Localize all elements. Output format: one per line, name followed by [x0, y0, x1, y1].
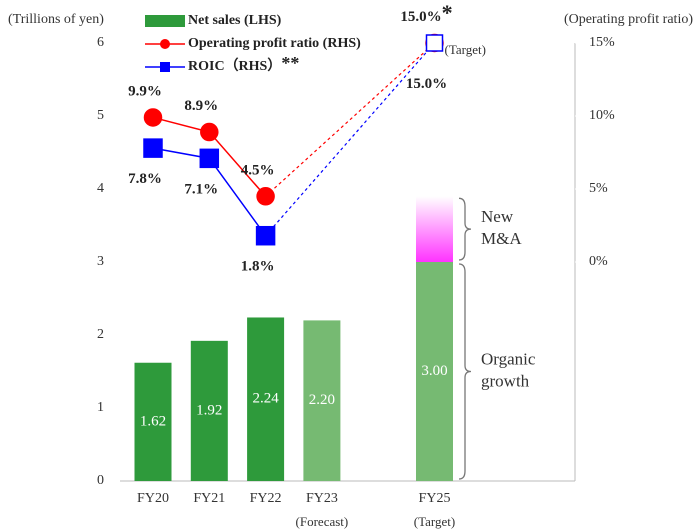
point-note: (Target)	[445, 42, 486, 57]
legend-marker	[160, 62, 170, 72]
bar	[416, 262, 453, 481]
marker	[425, 34, 444, 52]
line-value-label: 4.5%	[241, 163, 275, 179]
value-label-text: 8.9%	[184, 98, 218, 114]
value-label-text: 4.5%	[241, 163, 275, 179]
y2-axis-label: (Operating profit ratio)	[564, 12, 693, 27]
legend-mark: **	[281, 53, 299, 73]
bar-value-label: 1.62	[140, 413, 166, 429]
value-label-text: 7.1%	[184, 182, 218, 198]
legend-text: Net sales (LHS)	[188, 13, 282, 28]
y-tick-label: 6	[97, 35, 104, 50]
bar	[134, 362, 172, 481]
bar	[247, 317, 285, 481]
line-value-label: 1.8%	[241, 259, 275, 275]
legend-label: Net sales (LHS)	[188, 13, 282, 28]
legend-label: Operating profit ratio (RHS)	[188, 36, 361, 51]
bar	[190, 340, 228, 481]
legend-text: ROIC（RHS）	[188, 58, 281, 74]
marker	[256, 187, 275, 206]
x-tick-note: (Target)	[414, 514, 455, 529]
gap-line	[265, 42, 435, 197]
y-tick-label: 2	[97, 327, 104, 342]
value-label-mark: *	[442, 0, 453, 25]
marker	[199, 148, 220, 169]
legend-text: Operating profit ratio (RHS)	[188, 36, 361, 51]
x-tick-label: FY21	[193, 491, 225, 506]
marker	[200, 122, 219, 142]
line-value-label: 15.0%*	[400, 0, 452, 25]
brace-label-line: growth	[481, 371, 530, 390]
value-label-text: 1.8%	[241, 259, 275, 275]
brace	[458, 197, 472, 261]
y-tick-label: 5	[97, 108, 104, 123]
brace-label-line: M&A	[481, 229, 522, 248]
bar	[303, 320, 341, 481]
x-tick-label: FY22	[250, 491, 282, 506]
bar-value-label: 2.20	[309, 392, 335, 408]
marker	[255, 225, 276, 246]
bar-value-label: 3.00	[421, 363, 447, 379]
value-label-text: 15.0%	[406, 76, 447, 92]
stacked-segment	[416, 196, 453, 262]
value-label-text: 9.9%	[128, 84, 162, 100]
value-label-text: 15.0%	[400, 9, 441, 25]
bar-value-label: 1.92	[196, 402, 222, 418]
brace-label-line: Organic	[481, 349, 536, 368]
brace-label: New M&A	[481, 207, 522, 248]
y-axis-label: (Trillions of yen)	[8, 12, 104, 27]
legend-label: ROIC（RHS）**	[188, 53, 299, 74]
legend-swatch	[145, 15, 185, 27]
x-tick-label: FY20	[137, 491, 169, 506]
line-value-label: 7.1%	[184, 182, 218, 198]
y-tick-label: 0	[97, 473, 104, 488]
marker	[143, 138, 163, 158]
y2-tick-label: 5%	[589, 181, 608, 196]
line-value-label: 9.9%	[128, 84, 162, 100]
line-value-label: 15.0%	[406, 76, 447, 92]
x-tick-label: FY23	[306, 491, 338, 506]
line-value-label: 7.8%	[128, 172, 162, 188]
brace-label-line: New	[481, 207, 514, 226]
y2-tick-label: 10%	[589, 108, 615, 123]
x-tick-note: (Forecast)	[296, 514, 349, 529]
y-tick-label: 3	[97, 254, 104, 269]
line-value-label: 8.9%	[184, 98, 218, 114]
y-tick-label: 4	[97, 181, 104, 196]
y2-tick-label: 0%	[589, 254, 608, 269]
legend-marker	[160, 39, 170, 49]
y2-tick-label: 15%	[589, 35, 615, 50]
value-label-text: 7.8%	[128, 172, 162, 188]
y-tick-label: 1	[97, 400, 104, 415]
bar-value-label: 2.24	[252, 391, 279, 407]
gap-line	[265, 42, 435, 237]
marker	[143, 108, 163, 127]
brace-label: Organic growth	[481, 349, 536, 390]
x-tick-label: FY25	[419, 491, 451, 506]
brace	[458, 263, 472, 480]
